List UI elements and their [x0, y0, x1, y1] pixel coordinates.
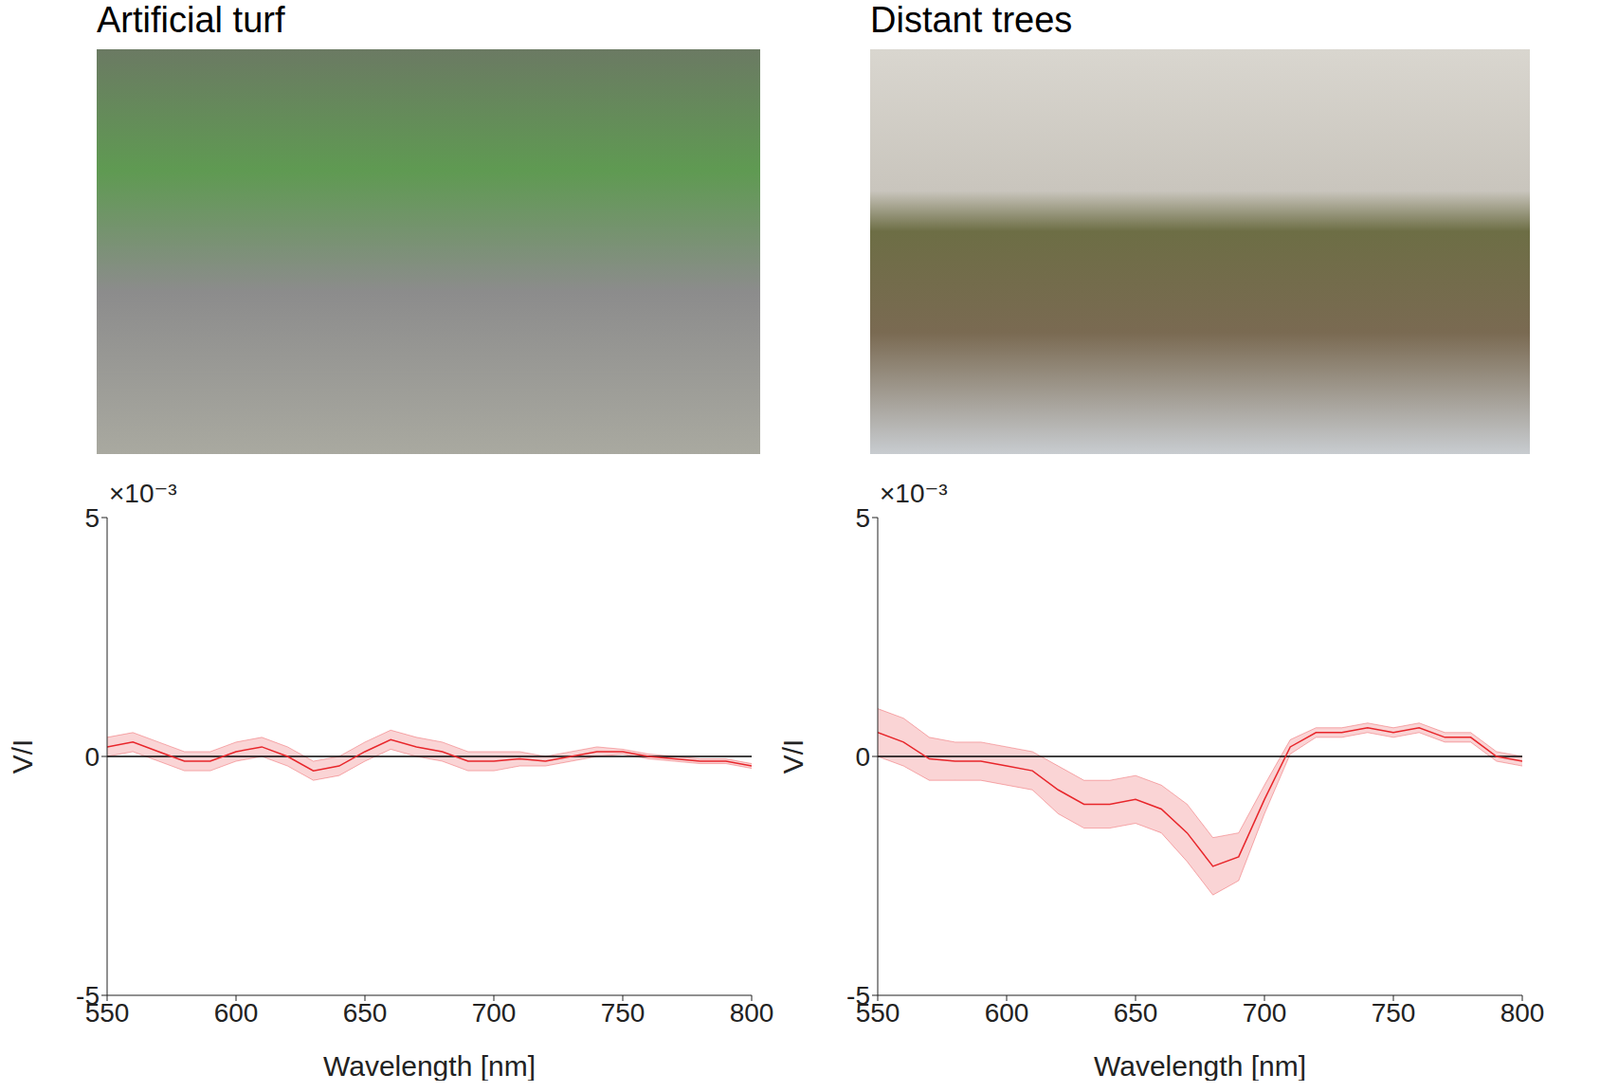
html-text:Distant trees: Distant trees	[870, 0, 1073, 40]
svg-text:0: 0	[84, 742, 100, 772]
svg-text:-5: -5	[75, 981, 100, 1011]
svg-text:700: 700	[1242, 998, 1288, 1028]
svg-text:750: 750	[600, 998, 646, 1028]
svg-text:650: 650	[1113, 998, 1159, 1028]
svg-text:550: 550	[84, 998, 130, 1028]
svg-text:800: 800	[1500, 998, 1546, 1028]
svg-text:Wavelength [nm]: Wavelength [nm]	[1093, 1050, 1307, 1081]
svg-text:V/I: V/I	[6, 739, 38, 775]
svg-text:0: 0	[854, 742, 871, 772]
svg-text:600: 600	[984, 998, 1030, 1028]
svg-text:550: 550	[855, 998, 900, 1028]
html-text:×10⁻³: ×10⁻³	[879, 478, 948, 509]
svg-text:V/I: V/I	[777, 739, 809, 775]
svg-text:800: 800	[729, 998, 775, 1028]
svg-text:Wavelength [nm]: Wavelength [nm]	[323, 1050, 536, 1081]
html-text:×10⁻³: ×10⁻³	[109, 478, 177, 509]
svg-text:-5: -5	[846, 981, 871, 1011]
svg-text:5: 5	[84, 503, 100, 533]
svg-text:750: 750	[1371, 998, 1417, 1028]
html-text:Artificial turf: Artificial turf	[96, 0, 285, 40]
svg-text:5: 5	[854, 503, 871, 533]
svg-text:600: 600	[214, 998, 259, 1028]
svg-text:700: 700	[472, 998, 517, 1028]
svg-text:650: 650	[343, 998, 388, 1028]
